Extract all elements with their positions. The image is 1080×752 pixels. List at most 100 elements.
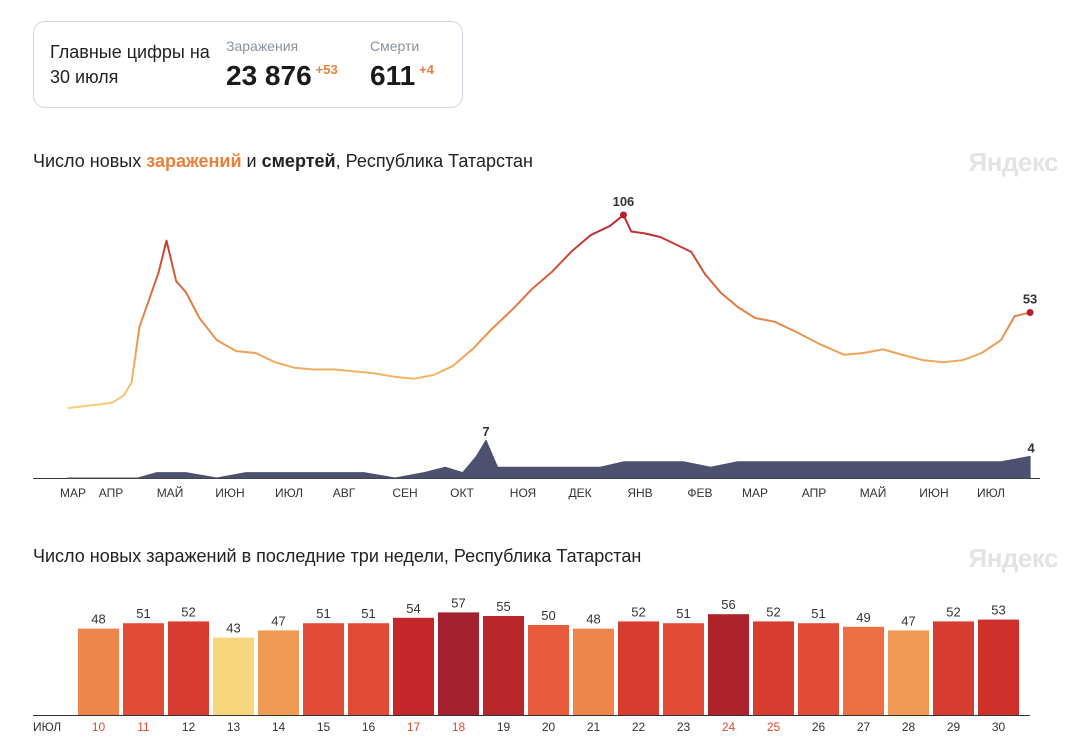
bar-value-label: 51 [136, 606, 150, 621]
yandex-logo-2: Яндекс [968, 543, 1059, 573]
deaths-series [67, 439, 1031, 479]
day-tick-label: 15 [317, 720, 331, 734]
bars: 48 51 52 43 47 51 51 54 57 55 50 48 52 51 56 52 51 49 47 52… [78, 595, 1019, 715]
chart1-title-suffix: , Республика Татарстан [335, 151, 533, 171]
x-tick-label: ФЕВ [687, 486, 712, 500]
bar [888, 630, 929, 715]
bar-value-label: 50 [541, 608, 555, 623]
bar [213, 637, 254, 715]
bar-value-label: 51 [361, 606, 375, 621]
chart1-title-and: и [246, 151, 257, 171]
deaths-delta: +4 [419, 62, 434, 77]
bar-value-label: 54 [406, 601, 420, 616]
infections-value: 23 876 +53 [226, 60, 338, 92]
bar-value-label: 52 [631, 604, 645, 619]
day-tick-label: 12 [182, 720, 196, 734]
deaths-area [67, 439, 1031, 479]
day-tick-label: 30 [992, 720, 1006, 734]
bar-value-label: 52 [181, 604, 195, 619]
day-tick-label: 29 [947, 720, 961, 734]
chart2-title: Число новых заражений в последние три не… [33, 546, 642, 566]
x-tick-label: ОКТ [450, 486, 474, 500]
bar-value-label: 57 [451, 595, 465, 610]
bar-value-label: 47 [271, 613, 285, 628]
infections-last-marker [1026, 308, 1034, 316]
bar [123, 623, 164, 715]
data-labels: 106 53 7 4 [482, 194, 1037, 455]
bar [528, 625, 569, 715]
deaths-value: 611 +4 [370, 60, 434, 92]
day-tick-label: 22 [632, 720, 646, 734]
chart1-title-infections: заражений [146, 151, 242, 171]
x-tick-label: ИЮН [919, 486, 948, 500]
chart1-title-deaths: смертей [261, 151, 336, 171]
day-tick-label: 27 [857, 720, 871, 734]
chart1-title: Число новых заражений и смертей, Республ… [33, 151, 533, 172]
line-chart: 106 53 7 4 МАР АПР МАЙ ИЮН ИЮЛ АВГ СЕН ОКТ НОЯ ДЕК ЯН… [33, 194, 1040, 500]
x-axis-ticks: МАР АПР МАЙ ИЮН ИЮЛ АВГ СЕН ОКТ НОЯ ДЕК ЯНВ ФЕВ МАР А… [60, 485, 1005, 500]
bar [303, 623, 344, 715]
bar [438, 612, 479, 715]
day-tick-label: 17 [407, 720, 421, 734]
bar [663, 623, 704, 715]
x-tick-label: ИЮЛ [977, 486, 1005, 500]
bar [933, 621, 974, 715]
bar [618, 621, 659, 715]
day-tick-label: 23 [677, 720, 691, 734]
bar-value-label: 55 [496, 599, 510, 614]
day-tick-label: 18 [452, 720, 466, 734]
day-tick-label: 11 [137, 720, 150, 734]
x-tick-label: АПР [802, 486, 827, 500]
x-tick-label: МАЙ [157, 485, 184, 500]
bar-value-label: 51 [316, 606, 330, 621]
summary-card: Главные цифры на 30 июля Заражения 23 87… [33, 21, 463, 108]
infections-last-label: 53 [1023, 291, 1037, 306]
bar [573, 628, 614, 715]
x-tick-label: СЕН [392, 486, 417, 500]
day-tick-label: 28 [902, 720, 916, 734]
x-tick-label: МАР [742, 486, 768, 500]
x-tick-label: АВГ [333, 486, 356, 500]
infections-label: Заражения [226, 38, 299, 54]
bar-value-label: 52 [766, 604, 780, 619]
day-tick-label: 20 [542, 720, 556, 734]
deaths-peak-label: 7 [482, 424, 489, 439]
x-tick-label: НОЯ [510, 486, 536, 500]
day-tick-label: 24 [722, 720, 736, 734]
infections-delta: +53 [315, 62, 338, 77]
bar-value-label: 52 [946, 604, 960, 619]
bar [483, 616, 524, 715]
bar-chart: 48 51 52 43 47 51 51 54 57 55 50 48 52 51 56 52 51 49 47 52… [33, 595, 1030, 734]
bar [348, 623, 389, 715]
bar [708, 614, 749, 715]
bar-value-label: 48 [586, 612, 600, 627]
day-tick-label: 19 [497, 720, 511, 734]
bar-value-label: 47 [901, 613, 915, 628]
day-tick-label: 26 [812, 720, 826, 734]
bar-value-label: 53 [991, 603, 1005, 618]
x-axis: ИЮЛ 10 11 12 13 14 15 16 17 18 19 20 21 22 23 24 25 26 27 2… [33, 715, 1030, 734]
day-tick-label: 14 [272, 720, 286, 734]
deaths-number: 611 [370, 60, 416, 91]
bar [78, 628, 119, 715]
x-tick-label: МАЙ [860, 485, 887, 500]
day-tick-label: 16 [362, 720, 376, 734]
day-tick-label: 13 [227, 720, 241, 734]
bar-value-label: 56 [721, 597, 735, 612]
bar [978, 619, 1019, 715]
infections-peak-marker [619, 211, 627, 219]
bar [258, 630, 299, 715]
day-tick-label: 25 [767, 720, 781, 734]
bar [798, 623, 839, 715]
chart1-title-prefix: Число новых [33, 151, 142, 171]
x-tick-label: АПР [99, 486, 124, 500]
month-label: ИЮЛ [33, 720, 61, 734]
infections-line [67, 214, 1031, 410]
summary-title: Главные цифры на 30 июля [50, 42, 210, 87]
bar [753, 621, 794, 715]
infections-peak-label: 106 [613, 194, 635, 209]
infections-number: 23 876 [226, 60, 312, 91]
bar-value-label: 51 [811, 606, 825, 621]
yandex-logo: Яндекс [968, 147, 1059, 177]
day-tick-label: 10 [92, 720, 106, 734]
